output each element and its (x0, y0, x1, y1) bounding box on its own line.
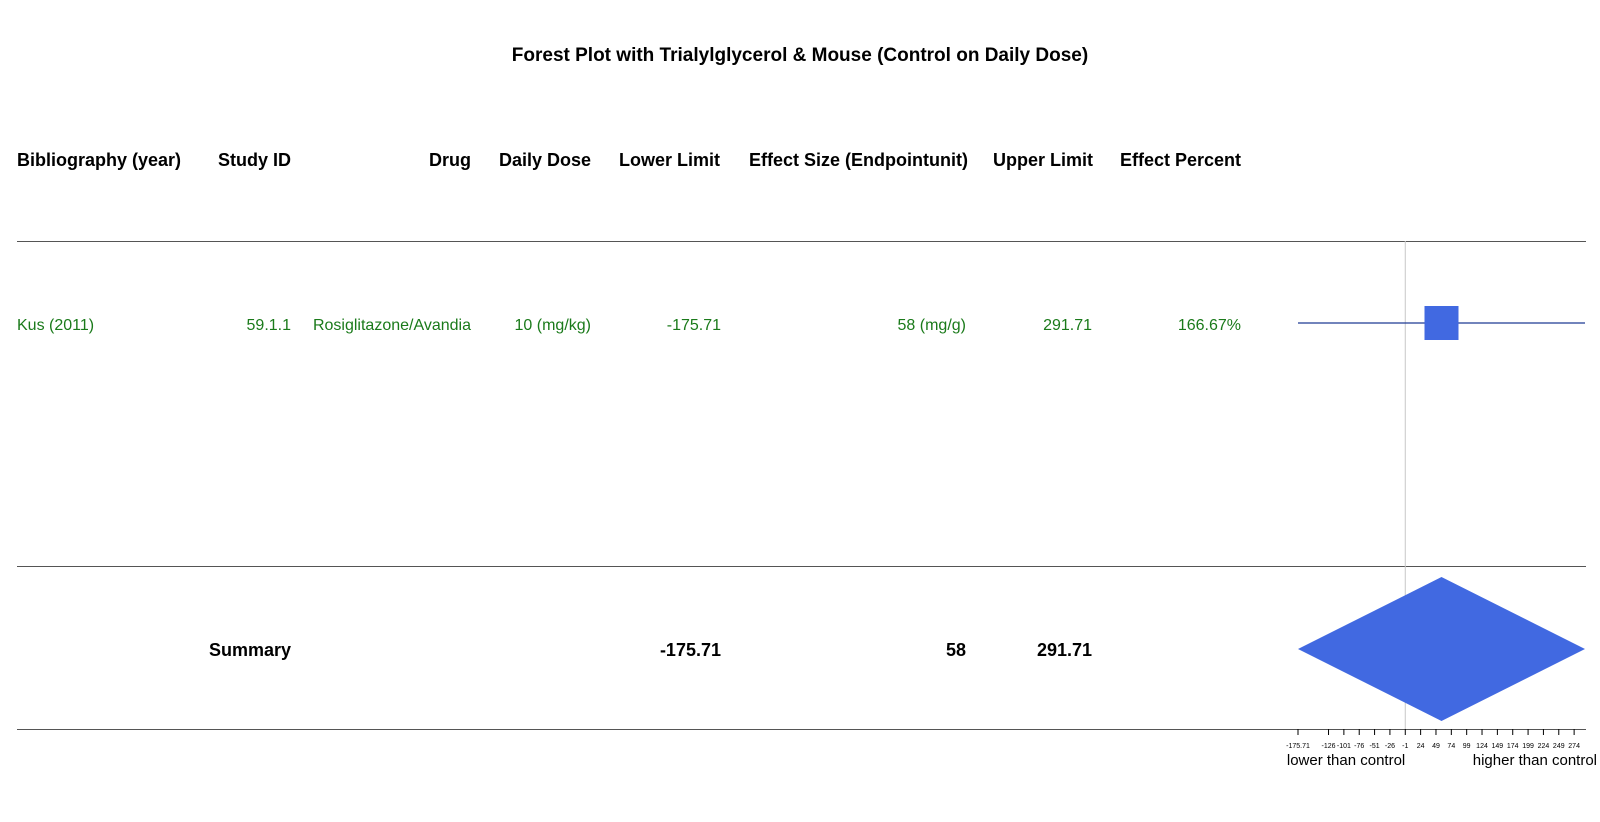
axis-tick-label: 124 (1476, 743, 1488, 750)
header-bibliography: Bibliography (year) (17, 150, 182, 170)
row-effect-size: 58 (mg/g) (897, 317, 966, 334)
axis-tick-label: 174 (1507, 743, 1519, 750)
summary-lower-limit: -175.71 (659, 640, 721, 660)
axis-tick-label: 149 (1492, 743, 1504, 750)
summary-rule (17, 566, 1586, 567)
axis-tick-label: -51 (1370, 743, 1380, 750)
summary-diamond (1298, 577, 1585, 721)
top-rule (17, 241, 1586, 242)
summary-upper-limit: 291.71 (1036, 640, 1092, 660)
header-lower-limit: Lower Limit (619, 150, 721, 170)
header-study-id: Study ID (217, 150, 291, 170)
axis-tick-label: 24 (1417, 743, 1425, 750)
axis-tick-label: 49 (1432, 743, 1440, 750)
axis-tick-label: -126 (1322, 743, 1336, 750)
axis-tick-label: -76 (1354, 743, 1364, 750)
header-upper-limit: Upper Limit (993, 150, 1094, 170)
axis-label-lower: lower than control (1287, 752, 1405, 769)
axis-tick-label: 224 (1538, 743, 1550, 750)
axis-tick-label: 74 (1447, 743, 1455, 750)
row-drug: Rosiglitazone/Avandia (312, 317, 471, 334)
axis-tick-label: -1 (1402, 743, 1408, 750)
header-drug: Drug (429, 150, 471, 170)
chart-title: Forest Plot with Trialylglycerol & Mouse… (511, 45, 1089, 66)
bottom-rule (17, 729, 1586, 730)
axis-tick-label: -101 (1337, 743, 1351, 750)
axis-tick-label: 274 (1568, 743, 1580, 750)
summary-effect-size: 58 (945, 640, 966, 660)
axis-tick-label: 199 (1522, 743, 1534, 750)
effect-square (1424, 306, 1459, 340)
header-effect-percent: Effect Percent (1120, 150, 1242, 170)
row-bibliography: Kus (2011) (17, 317, 95, 334)
axis-tick-label: -26 (1385, 743, 1395, 750)
summary-label: Summary (208, 640, 291, 660)
row-effect-percent: 166.67% (1177, 317, 1241, 334)
axis-tick-label: 249 (1553, 743, 1565, 750)
axis-tick-label: -175.71 (1286, 743, 1310, 750)
header-daily-dose: Daily Dose (499, 150, 592, 170)
row-study-id: 59.1.1 (246, 317, 291, 334)
row-daily-dose: 10 (mg/kg) (514, 317, 591, 334)
row-lower-limit: -175.71 (666, 317, 721, 334)
header-effect-size: Effect Size (Endpointunit) (749, 150, 968, 170)
axis-label-higher: higher than control (1473, 752, 1597, 769)
axis-tick-label: 99 (1463, 743, 1471, 750)
row-upper-limit: 291.71 (1043, 317, 1092, 334)
